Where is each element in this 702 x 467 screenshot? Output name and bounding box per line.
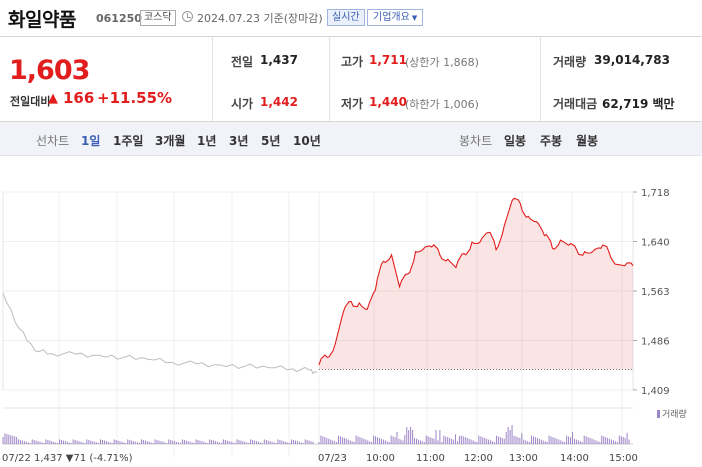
x-tick-label: 07/23: [318, 453, 347, 464]
open-label: 시가: [231, 97, 254, 111]
as-of-date: 2024.07.23 기준(장마감): [197, 12, 323, 25]
stock-name: 화일약품: [8, 9, 76, 31]
company-info-dropdown[interactable]: 기업개요 ▼: [367, 9, 424, 26]
period-1y[interactable]: 1년: [197, 134, 217, 148]
period-10y[interactable]: 10년: [293, 134, 321, 148]
low-label: 저가: [341, 97, 364, 111]
price-chart[interactable]: 1,718 1,640 1,563 1,486 1,409 07/22 1,437 ▼71…: [0, 176, 702, 467]
candle-weekly[interactable]: 주봉: [540, 134, 563, 148]
clock-icon: [182, 11, 193, 22]
volume-swatch: [657, 410, 660, 418]
y-tick-label: 1,486: [641, 337, 670, 348]
y-tick-label: 1,640: [641, 238, 670, 249]
period-1w[interactable]: 1주일: [113, 134, 144, 148]
volume-label: 거래량: [553, 55, 587, 69]
period-toolbar: 선차트 1일 1주일 3개월 1년 3년 5년 10년 봉차트 일봉 주봉 월봉: [0, 122, 702, 156]
period-5y[interactable]: 5년: [261, 134, 281, 148]
change-label: 전일대비: [10, 95, 51, 108]
price-chart-svg: 1,718 1,640 1,563 1,486 1,409 07/22 1,437 ▼71…: [2, 188, 670, 464]
amount-value: 62,719 백만: [602, 97, 675, 111]
price-summary: 1,603 전일대비 ▲ 166 +11.55% 전일 1,437 시가 1,4…: [0, 36, 702, 122]
amount-label: 거래대금: [553, 97, 598, 111]
realtime-button[interactable]: 실시간: [327, 9, 365, 26]
company-info-label: 기업개요: [373, 12, 410, 23]
prev-day-footer: 07/22 1,437 ▼71 (-4.71%): [2, 453, 133, 464]
candle-monthly[interactable]: 월봉: [576, 134, 599, 148]
open-value: 1,442: [260, 95, 298, 109]
divider: [540, 37, 541, 121]
lower-limit: (하한가 1,006): [405, 98, 479, 111]
x-tick-label: 14:00: [560, 453, 589, 464]
stock-code: 061250: [96, 12, 142, 25]
candle-chart-label: 봉차트: [459, 134, 493, 148]
current-price: 1,603: [9, 55, 90, 86]
divider: [212, 37, 213, 121]
volume-legend: 거래량: [657, 407, 687, 420]
x-tick-label: 12:00: [464, 453, 493, 464]
market-badge: 코스닥: [140, 10, 176, 26]
high-label: 고가: [341, 55, 364, 69]
high-value: 1,711: [369, 53, 407, 67]
y-tick-label: 1,409: [641, 386, 670, 397]
line-chart-label: 선차트: [36, 134, 70, 148]
x-tick-label: 13:00: [509, 453, 538, 464]
low-value: 1,440: [369, 95, 407, 109]
divider: [329, 37, 330, 121]
x-tick-label: 11:00: [416, 453, 445, 464]
volume-value: 39,014,783: [594, 53, 670, 67]
chevron-down-icon: ▼: [411, 14, 418, 22]
change-value: 166: [63, 89, 95, 107]
today-price-line: [318, 197, 634, 366]
up-triangle-icon: ▲: [48, 91, 58, 106]
upper-limit: (상한가 1,868): [405, 56, 479, 69]
stock-header: 화일약품 061250 코스닥 2024.07.23 기준(장마감) 실시간 기…: [0, 0, 702, 36]
prev-close-label: 전일: [231, 55, 254, 69]
period-3m[interactable]: 3개월: [155, 134, 186, 148]
x-tick-label: 15:00: [609, 453, 638, 464]
prev-close-value: 1,437: [260, 53, 298, 67]
period-1d[interactable]: 1일: [81, 134, 101, 148]
volume-legend-label: 거래량: [662, 410, 687, 420]
y-tick-label: 1,718: [641, 188, 670, 199]
period-3y[interactable]: 3년: [229, 134, 249, 148]
x-tick-label: 10:00: [366, 453, 395, 464]
today-area: [319, 198, 633, 370]
candle-daily[interactable]: 일봉: [504, 134, 527, 148]
change-percent: +11.55%: [97, 89, 173, 107]
prev-day-line: [2, 293, 318, 375]
y-tick-label: 1,563: [641, 287, 670, 298]
